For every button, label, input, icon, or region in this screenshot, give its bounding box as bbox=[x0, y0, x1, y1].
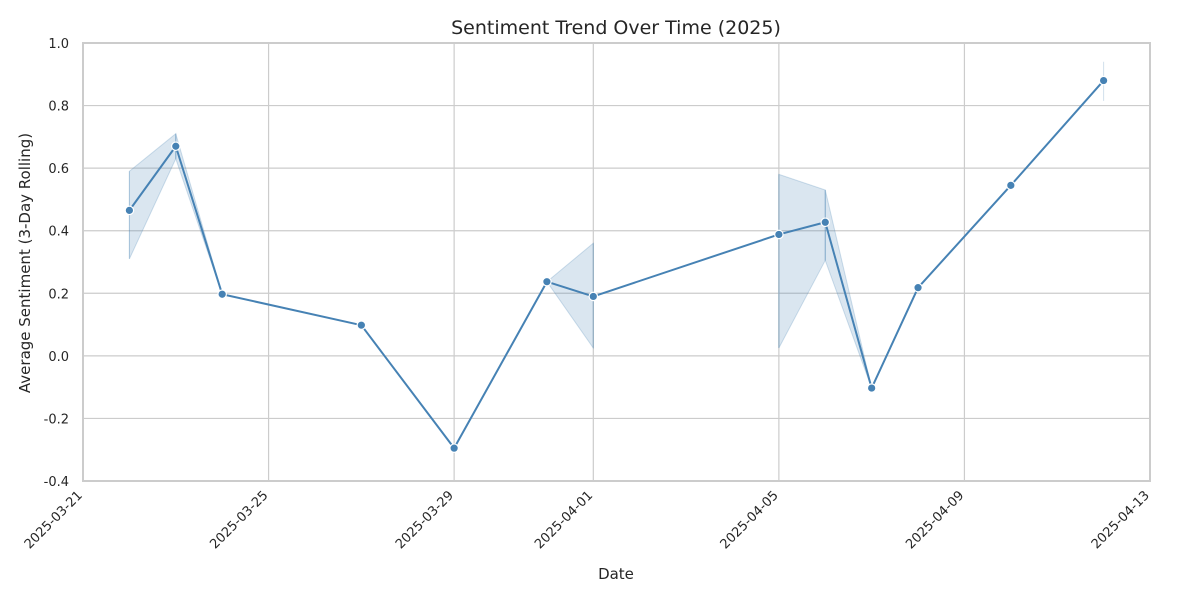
y-tick-label: 0.4 bbox=[48, 225, 69, 240]
data-point bbox=[542, 276, 552, 287]
data-point bbox=[774, 229, 784, 240]
y-tick-label: 0.8 bbox=[48, 100, 69, 115]
confidence-band bbox=[778, 173, 826, 349]
y-axis-label: Average Sentiment (3-Day Rolling) bbox=[16, 133, 34, 393]
data-point bbox=[1098, 75, 1109, 86]
y-tick-label: 0.6 bbox=[48, 162, 69, 177]
data-point bbox=[217, 289, 227, 300]
data-point bbox=[820, 217, 831, 228]
data-point bbox=[356, 320, 367, 330]
confidence-band bbox=[128, 132, 177, 260]
grid-layer bbox=[82, 42, 1151, 482]
data-points-layer bbox=[124, 75, 1109, 453]
data-point bbox=[449, 443, 459, 453]
chart-title: Sentiment Trend Over Time (2025) bbox=[451, 17, 781, 39]
data-point bbox=[588, 291, 599, 302]
y-tick-label: 1.0 bbox=[48, 37, 69, 52]
x-axis-label: Date bbox=[598, 565, 634, 583]
y-tick-label: -0.2 bbox=[44, 412, 69, 427]
data-point bbox=[866, 383, 877, 393]
data-point bbox=[124, 205, 135, 216]
data-point bbox=[913, 282, 923, 293]
y-tick-labels: -0.4 -0.2 0.0 0.2 0.4 0.6 0.8 1.0 bbox=[44, 37, 69, 490]
y-tick-label: -0.4 bbox=[44, 475, 69, 490]
plot-frame bbox=[82, 42, 1151, 482]
y-tick-label: 0.0 bbox=[48, 350, 69, 365]
y-tick-label: 0.2 bbox=[48, 287, 69, 302]
data-point bbox=[170, 141, 181, 152]
data-point bbox=[1006, 180, 1016, 191]
